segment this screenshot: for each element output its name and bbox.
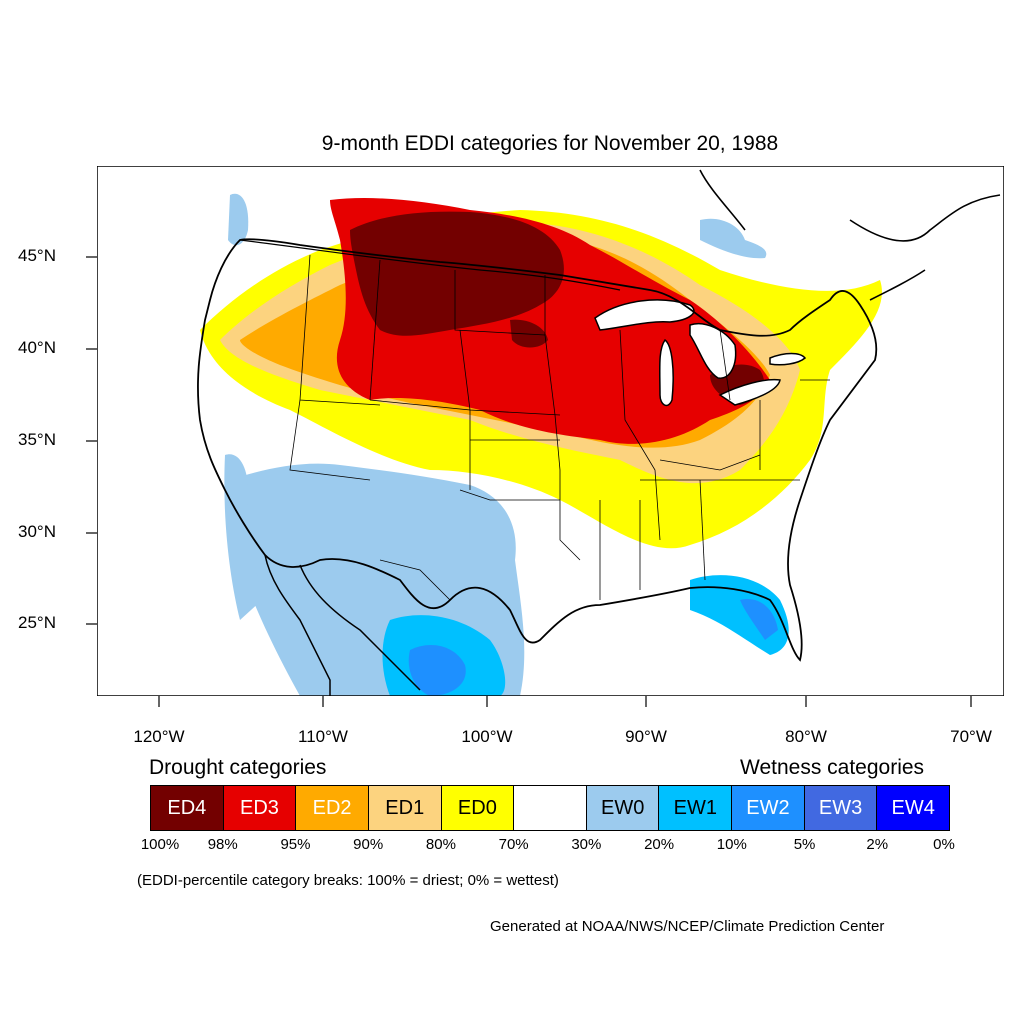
wet-canada-east xyxy=(700,218,767,259)
legend-break-label: 95% xyxy=(280,836,311,853)
wet-pacific xyxy=(224,454,262,620)
lake-erie xyxy=(718,378,781,406)
legend-cell-ed0: ED0 xyxy=(441,786,515,830)
legend-break-label: 2% xyxy=(866,836,889,853)
category-note: (EDDI-percentile category breaks: 100% =… xyxy=(137,872,559,889)
legend-break-label: 90% xyxy=(353,836,384,853)
canada-border xyxy=(239,239,621,291)
legend-break-label: 30% xyxy=(571,836,602,853)
wet-florida-deep xyxy=(740,599,778,640)
legend-cell-ed1: ED1 xyxy=(368,786,442,830)
lon-label-90: 90°W xyxy=(625,727,667,746)
lat-label-40: 40°N xyxy=(18,338,56,357)
legend-break-label: 80% xyxy=(425,836,456,853)
map-title: 9-month EDDI categories for November 20,… xyxy=(321,132,779,155)
lake-ontario xyxy=(769,352,807,366)
lon-label-110: 110°W xyxy=(298,727,348,746)
legend-cell-ed2: ED2 xyxy=(296,786,369,830)
legend-break-label: 0% xyxy=(933,836,955,853)
lat-ticks xyxy=(86,256,97,625)
wet-mexico-deep xyxy=(408,645,466,696)
legend-break-label: 20% xyxy=(644,836,675,853)
wetness-heading: Wetness categories xyxy=(740,756,925,779)
credit-line: Generated at NOAA/NWS/NCEP/Climate Predi… xyxy=(490,918,885,935)
canada-coast xyxy=(699,169,1001,301)
ed4-mn xyxy=(510,319,548,348)
legend-cell-ew4: EW4 xyxy=(877,786,950,830)
state-borders xyxy=(289,254,830,601)
lon-label-70: 70°W xyxy=(950,727,992,746)
lon-label-100: 100°W xyxy=(461,727,513,746)
legend-break-label: 10% xyxy=(716,836,747,853)
lat-label-30: 30°N xyxy=(18,522,56,541)
lake-superior xyxy=(594,299,695,331)
wet-nw xyxy=(228,193,249,246)
lon-ticks xyxy=(158,696,972,707)
legend-cell-neutral xyxy=(514,786,587,830)
mexico-outline xyxy=(264,554,421,696)
lat-label-35: 35°N xyxy=(18,430,56,449)
lat-label-45: 45°N xyxy=(18,246,56,265)
legend-cell-ew0: EW0 xyxy=(586,786,660,830)
legend-cell-ed3: ED3 xyxy=(223,786,297,830)
legend-cell-ew3: EW3 xyxy=(804,786,878,830)
us-outline xyxy=(197,238,878,662)
legend-break-label: 70% xyxy=(498,836,529,853)
lake-michigan xyxy=(658,338,674,407)
legend-cell-ew2: EW2 xyxy=(732,786,805,830)
legend-break-label: 5% xyxy=(793,836,816,853)
legend-break-label: 100% xyxy=(140,836,180,853)
drought-heading: Drought categories xyxy=(149,756,327,779)
ed4-core xyxy=(350,211,564,336)
lon-label-80: 80°W xyxy=(785,727,827,746)
legend-cell-ew1: EW1 xyxy=(659,786,733,830)
lat-label-25: 25°N xyxy=(18,613,56,632)
legend-break-label: 98% xyxy=(207,836,238,853)
legend-cell-ed4: ED4 xyxy=(151,786,224,830)
legend-color-bar: ED4 ED3 ED2 ED1 ED0 EW0 EW1 EW2 EW3 EW4 xyxy=(150,785,950,831)
lon-label-120: 120°W xyxy=(133,727,185,746)
